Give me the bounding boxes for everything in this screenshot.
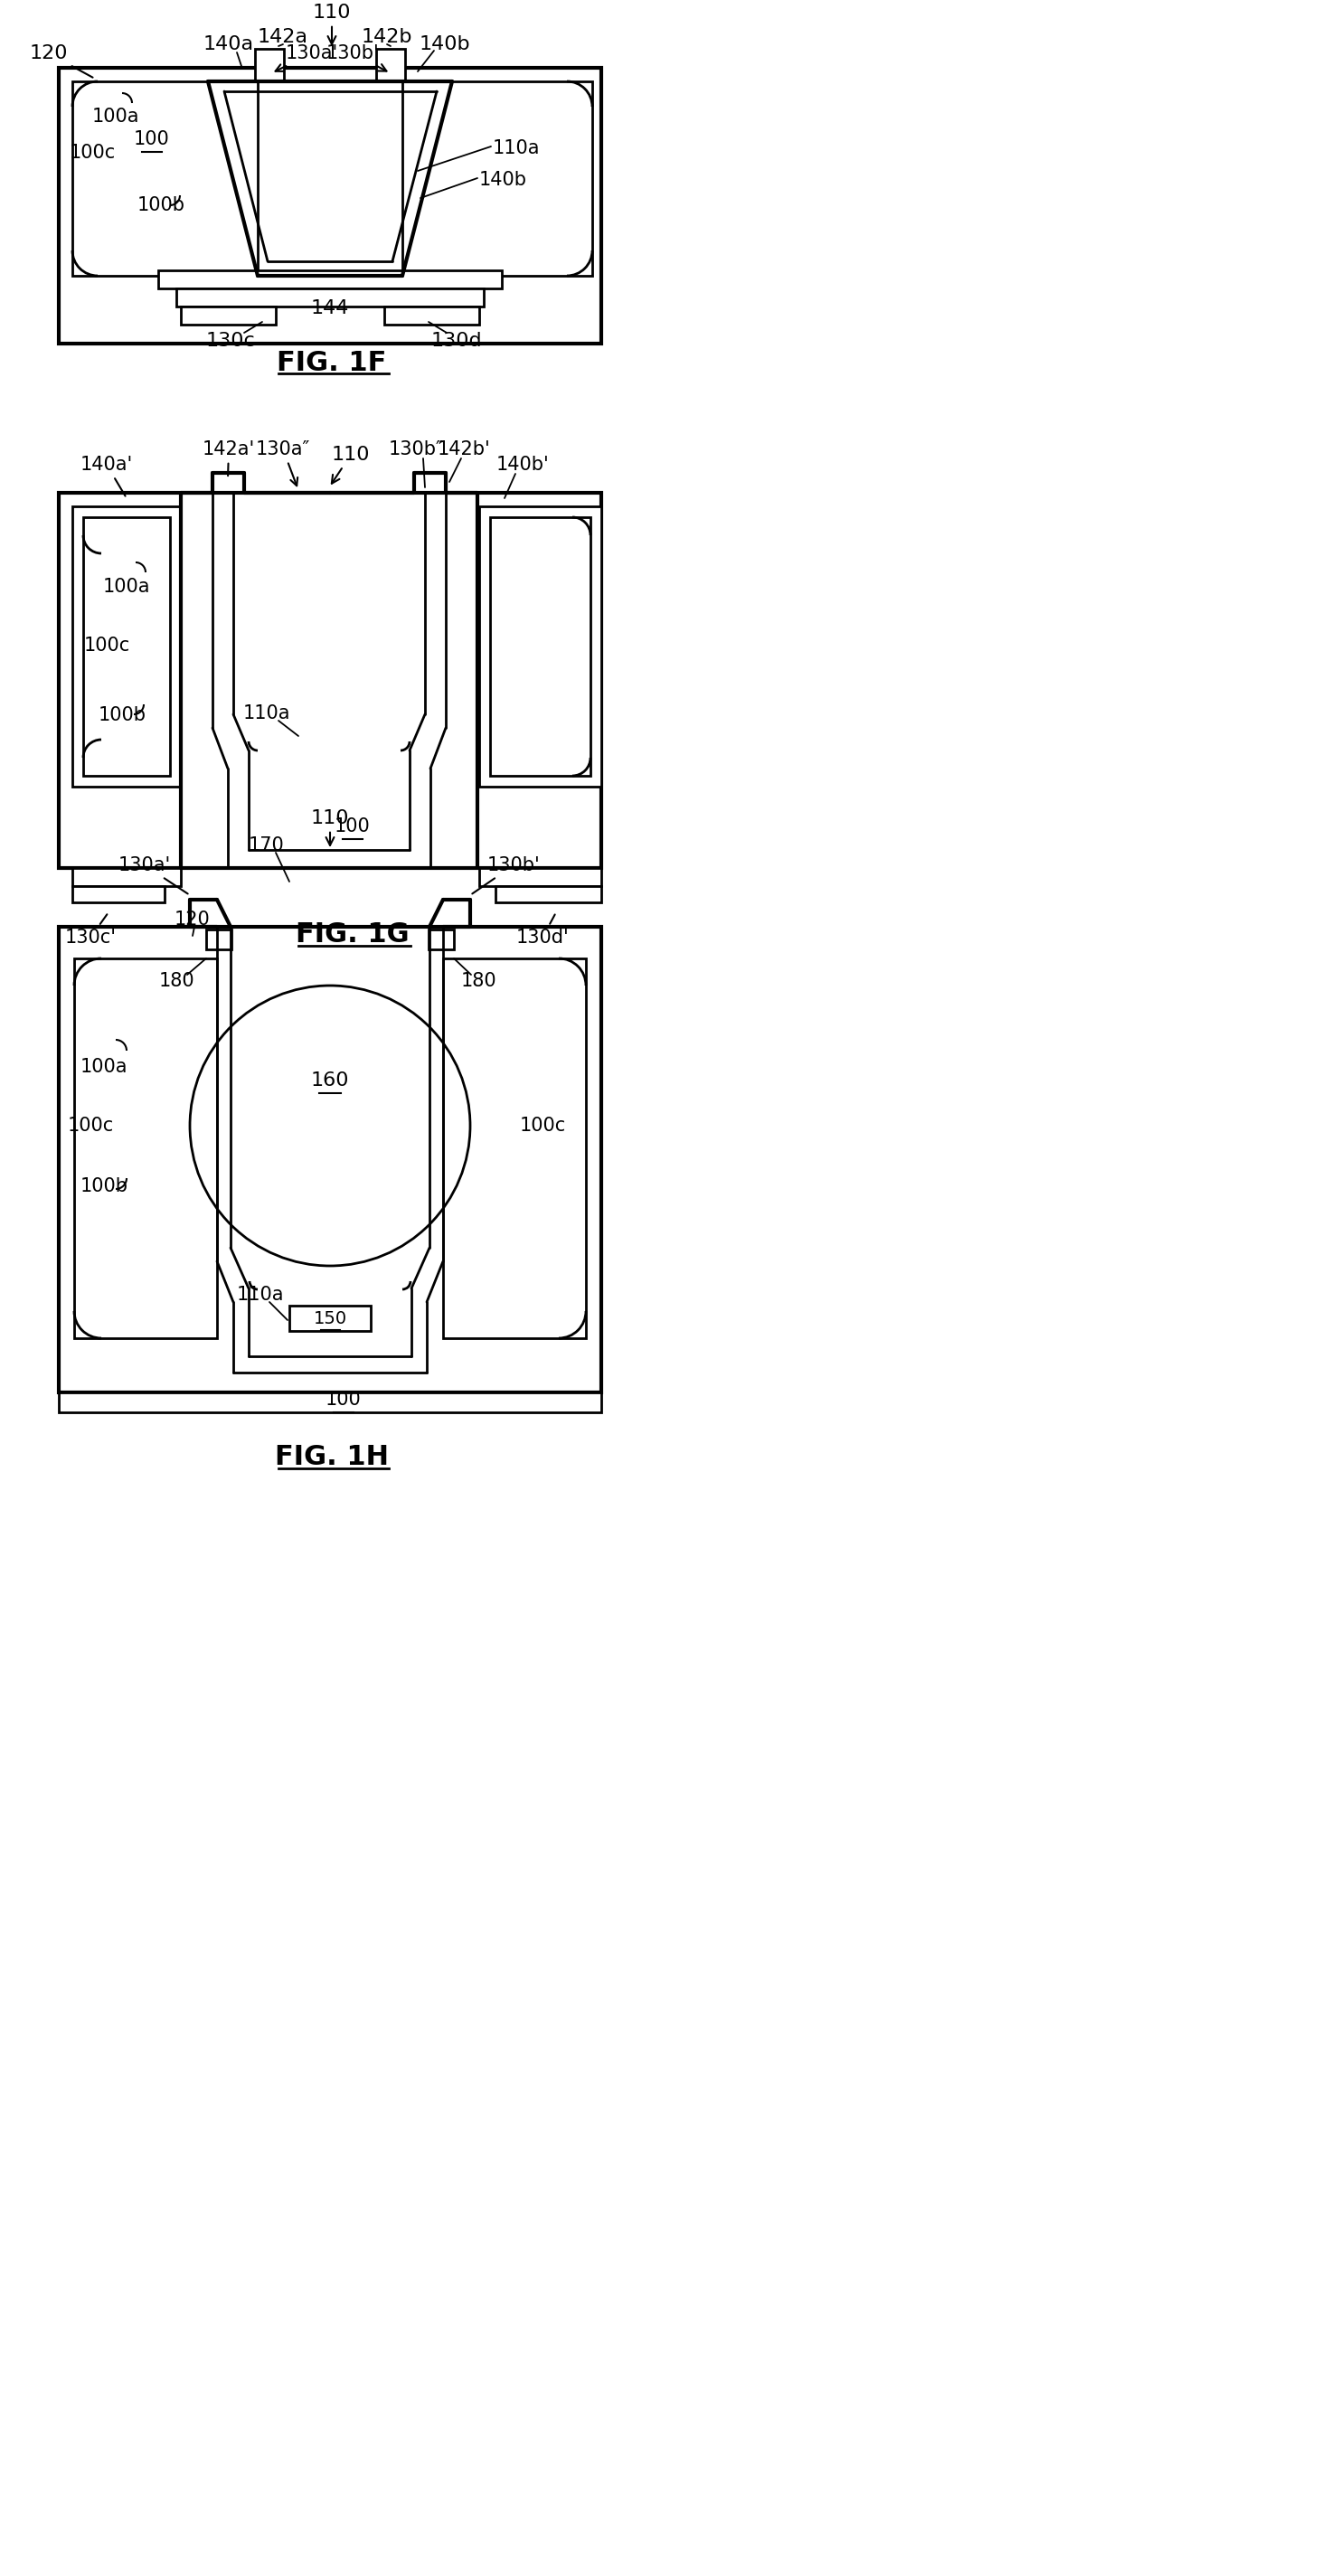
Text: 100: 100 <box>325 1391 362 1409</box>
Text: 100c: 100c <box>519 1115 565 1136</box>
Text: FIG. 1G: FIG. 1G <box>296 922 410 948</box>
Bar <box>176 289 483 307</box>
Text: 100c: 100c <box>69 144 115 162</box>
Bar <box>480 507 601 786</box>
Bar <box>83 518 170 775</box>
Text: 130a″: 130a″ <box>256 440 310 487</box>
Text: 180: 180 <box>461 971 497 989</box>
Bar <box>255 49 284 82</box>
Bar <box>74 958 217 1337</box>
Text: 110a: 110a <box>243 703 291 721</box>
Text: 170: 170 <box>248 837 285 855</box>
Text: 142b': 142b' <box>437 440 490 459</box>
Text: 100c: 100c <box>67 1115 114 1136</box>
Bar <box>384 307 480 325</box>
Bar <box>159 270 502 289</box>
Text: 140b: 140b <box>480 170 527 188</box>
Text: 100b: 100b <box>137 196 185 214</box>
Text: 100a: 100a <box>92 108 140 126</box>
Text: 100a: 100a <box>81 1059 128 1077</box>
Text: 160: 160 <box>310 1072 349 1090</box>
Bar <box>73 886 165 902</box>
Bar <box>289 1306 371 1332</box>
Bar <box>58 1394 601 1412</box>
Bar <box>428 930 454 951</box>
Text: 140b': 140b' <box>497 456 550 474</box>
Text: 130a': 130a' <box>275 44 338 72</box>
Text: 110: 110 <box>332 446 370 484</box>
Text: 100: 100 <box>133 131 170 149</box>
Bar <box>495 886 601 902</box>
Text: FIG. 1F: FIG. 1F <box>277 350 387 376</box>
Text: 130c': 130c' <box>65 914 116 945</box>
Text: 100b: 100b <box>81 1177 128 1195</box>
Bar <box>443 958 587 1337</box>
Bar <box>73 868 181 886</box>
Bar <box>403 82 592 276</box>
Text: 142a': 142a' <box>202 440 255 477</box>
Bar <box>58 927 601 1394</box>
Text: FIG. 1H: FIG. 1H <box>275 1445 388 1471</box>
Text: 110a: 110a <box>493 139 540 157</box>
Text: 100: 100 <box>334 817 371 835</box>
Bar <box>480 868 601 886</box>
Text: 144: 144 <box>310 299 349 317</box>
Text: 110a: 110a <box>236 1285 284 1303</box>
Text: 180: 180 <box>160 971 196 989</box>
Text: 100b: 100b <box>98 706 147 724</box>
Text: 130c: 130c <box>206 332 255 350</box>
Text: 100a: 100a <box>103 577 151 595</box>
Text: 140b: 140b <box>419 36 470 54</box>
Text: 142b: 142b <box>362 28 412 46</box>
Text: 110: 110 <box>313 3 351 44</box>
Bar <box>73 82 258 276</box>
Bar <box>58 67 601 343</box>
Text: 130b': 130b' <box>472 855 540 894</box>
Text: 130d: 130d <box>431 332 482 350</box>
Text: 130b': 130b' <box>326 44 387 72</box>
Bar <box>181 307 276 325</box>
Text: 100c: 100c <box>83 636 129 654</box>
Text: 130b″: 130b″ <box>388 440 444 459</box>
Text: 110: 110 <box>310 809 349 845</box>
Bar <box>376 49 406 82</box>
Text: 130d': 130d' <box>517 914 569 945</box>
Text: 120: 120 <box>174 909 210 927</box>
Bar <box>73 507 181 786</box>
Text: 150: 150 <box>313 1309 347 1327</box>
Bar <box>58 492 601 868</box>
Bar <box>206 930 231 951</box>
Text: 140a: 140a <box>203 36 254 54</box>
Text: 130a': 130a' <box>119 855 188 894</box>
Text: 120: 120 <box>29 44 92 77</box>
Bar <box>490 518 590 775</box>
Text: 140a': 140a' <box>81 456 133 497</box>
Text: 142a: 142a <box>258 28 308 46</box>
